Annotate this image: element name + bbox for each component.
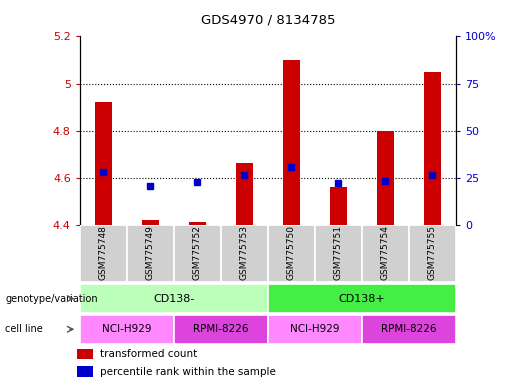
Bar bbox=[315, 225, 362, 282]
Text: GSM775755: GSM775755 bbox=[428, 225, 437, 280]
Bar bbox=[330, 187, 347, 225]
Bar bbox=[80, 284, 268, 313]
Bar bbox=[362, 225, 409, 282]
Bar bbox=[268, 284, 456, 313]
Text: RPMI-8226: RPMI-8226 bbox=[193, 324, 249, 334]
Text: GSM775754: GSM775754 bbox=[381, 225, 390, 280]
Bar bbox=[142, 220, 159, 225]
Bar bbox=[80, 315, 174, 344]
Bar bbox=[221, 225, 268, 282]
Bar bbox=[77, 366, 93, 377]
Text: GSM775752: GSM775752 bbox=[193, 225, 202, 280]
Text: RPMI-8226: RPMI-8226 bbox=[381, 324, 437, 334]
Bar bbox=[283, 60, 300, 225]
Text: cell line: cell line bbox=[5, 324, 43, 334]
Bar bbox=[174, 225, 221, 282]
Bar bbox=[77, 349, 93, 359]
Text: GSM775749: GSM775749 bbox=[146, 225, 155, 280]
Bar bbox=[268, 315, 362, 344]
Bar bbox=[362, 315, 456, 344]
Text: GSM775753: GSM775753 bbox=[240, 225, 249, 280]
Bar bbox=[377, 131, 393, 225]
Text: genotype/variation: genotype/variation bbox=[5, 293, 98, 304]
Text: GSM775750: GSM775750 bbox=[287, 225, 296, 280]
Bar bbox=[236, 164, 252, 225]
Bar bbox=[424, 72, 440, 225]
Text: percentile rank within the sample: percentile rank within the sample bbox=[100, 366, 277, 377]
Bar bbox=[127, 225, 174, 282]
Bar bbox=[80, 225, 127, 282]
Text: GSM775751: GSM775751 bbox=[334, 225, 343, 280]
Text: CD138-: CD138- bbox=[153, 293, 195, 304]
Text: GSM775748: GSM775748 bbox=[99, 225, 108, 280]
Text: GDS4970 / 8134785: GDS4970 / 8134785 bbox=[200, 14, 335, 27]
Text: NCI-H929: NCI-H929 bbox=[290, 324, 339, 334]
Bar bbox=[268, 225, 315, 282]
Text: transformed count: transformed count bbox=[100, 349, 198, 359]
Bar bbox=[174, 315, 268, 344]
Bar bbox=[95, 103, 112, 225]
Bar bbox=[189, 222, 205, 225]
Text: CD138+: CD138+ bbox=[338, 293, 385, 304]
Bar bbox=[409, 225, 456, 282]
Text: NCI-H929: NCI-H929 bbox=[102, 324, 151, 334]
